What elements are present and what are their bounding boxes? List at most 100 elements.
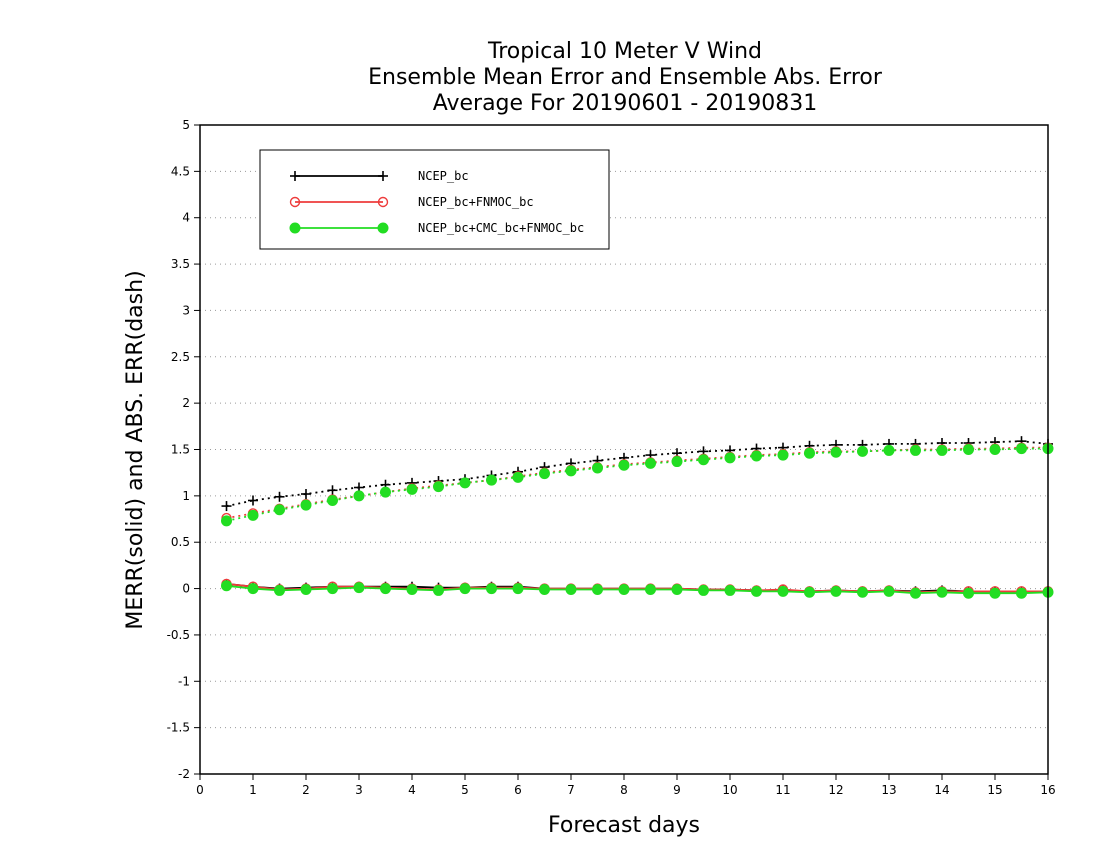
y-tick-label: 0.5 xyxy=(171,535,190,549)
data-point xyxy=(1016,587,1027,599)
data-point xyxy=(433,584,444,596)
y-tick-label: -2 xyxy=(178,767,190,781)
data-point xyxy=(804,447,815,459)
y-tick-label: 4.5 xyxy=(171,164,190,178)
x-tick-label: 3 xyxy=(355,783,363,797)
title-line-2: Ensemble Mean Error and Ensemble Abs. Er… xyxy=(368,65,883,90)
title-line-3: Average For 20190601 - 20190831 xyxy=(433,91,818,116)
x-tick-label: 15 xyxy=(987,783,1002,797)
x-tick-label: 16 xyxy=(1040,783,1055,797)
x-tick-label: 6 xyxy=(514,783,522,797)
data-point xyxy=(618,583,630,595)
data-point xyxy=(830,585,842,597)
x-tick-label: 12 xyxy=(828,783,843,797)
data-point xyxy=(512,471,524,483)
data-point xyxy=(777,449,789,461)
data-point xyxy=(377,222,389,234)
data-point xyxy=(804,586,815,598)
data-point xyxy=(645,583,656,595)
y-tick-label: -1.5 xyxy=(167,721,190,735)
data-point xyxy=(512,583,524,595)
data-point xyxy=(459,583,471,595)
y-tick-label: 1 xyxy=(182,489,190,503)
data-point xyxy=(751,450,762,462)
legend-label: NCEP_bc xyxy=(418,169,469,183)
data-point xyxy=(777,585,789,597)
data-point xyxy=(459,477,471,489)
series-2 xyxy=(221,442,1054,598)
legend-entry: NCEP_bc xyxy=(290,169,469,183)
data-point xyxy=(963,444,974,455)
data-point xyxy=(698,584,709,596)
data-point xyxy=(289,196,301,208)
data-point xyxy=(565,583,577,595)
data-point xyxy=(289,222,301,234)
data-point xyxy=(327,494,338,506)
title-line-1: Tropical 10 Meter V Wind xyxy=(487,39,762,64)
data-point xyxy=(380,486,391,498)
data-point xyxy=(353,582,365,594)
x-tick-label: 2 xyxy=(302,783,310,797)
data-point xyxy=(724,584,736,596)
data-point xyxy=(247,583,259,595)
data-point xyxy=(830,446,842,458)
y-tick-label: 1.5 xyxy=(171,443,190,457)
x-tick-label: 9 xyxy=(673,783,681,797)
data-point xyxy=(618,459,630,471)
x-tick-label: 8 xyxy=(620,783,628,797)
data-point xyxy=(989,587,1001,599)
data-point xyxy=(300,499,312,511)
chart-title: Tropical 10 Meter V Wind Ensemble Mean E… xyxy=(368,39,883,116)
data-point xyxy=(274,584,285,596)
y-tick-label: 5 xyxy=(182,118,190,132)
data-point xyxy=(857,586,868,598)
data-point xyxy=(1016,443,1027,455)
data-point xyxy=(989,444,1001,455)
series-1 xyxy=(221,436,1053,597)
data-point xyxy=(857,445,868,457)
legend-box xyxy=(259,149,610,250)
legend: NCEP_bc NCEP_bc+FNMOC_bc NCEP_bc+CMC_bc+FN… xyxy=(259,149,610,250)
y-tick-label: 3 xyxy=(182,303,190,317)
x-tick-label: 14 xyxy=(934,783,949,797)
data-point xyxy=(592,462,603,474)
data-point xyxy=(221,515,232,527)
plot-series xyxy=(221,436,1054,599)
data-point xyxy=(910,587,921,599)
data-point xyxy=(565,465,577,477)
data-point xyxy=(963,587,974,599)
data-point xyxy=(406,583,418,595)
data-point xyxy=(327,583,338,595)
x-tick-label: 5 xyxy=(461,783,469,797)
legend-entry: NCEP_bc+FNMOC_bc xyxy=(289,195,534,209)
data-point xyxy=(936,586,948,598)
y-axis-label: MERR(solid) and ABS. ERR(dash) xyxy=(123,270,148,629)
y-tick-label: 2 xyxy=(182,396,190,410)
x-tick-label: 4 xyxy=(408,783,416,797)
data-point xyxy=(883,585,895,597)
data-point xyxy=(300,583,312,595)
data-point xyxy=(645,457,656,469)
x-tick-label: 7 xyxy=(567,783,575,797)
legend-label: NCEP_bc+CMC_bc+FNMOC_bc xyxy=(418,221,584,235)
data-point xyxy=(539,583,550,595)
data-point xyxy=(221,580,232,592)
data-point xyxy=(724,452,736,464)
data-point xyxy=(910,444,921,456)
data-point xyxy=(406,483,418,495)
data-point xyxy=(698,454,709,466)
data-point xyxy=(539,468,550,480)
y-tick-label: -1 xyxy=(178,674,190,688)
data-point xyxy=(274,504,285,516)
x-tick-label: 13 xyxy=(881,783,896,797)
abs-err-line xyxy=(226,447,1048,522)
data-point xyxy=(377,196,389,208)
y-tick-label: -0.5 xyxy=(167,628,190,642)
axis-ticks: -2-1.5-1-0.500.511.522.533.544.550 1 2 3 4 5 6… xyxy=(167,118,1056,797)
y-tick-label: 3.5 xyxy=(171,257,190,271)
data-point xyxy=(353,490,365,502)
data-point xyxy=(380,583,391,595)
y-tick-label: 0 xyxy=(182,582,190,596)
data-point xyxy=(486,583,497,595)
